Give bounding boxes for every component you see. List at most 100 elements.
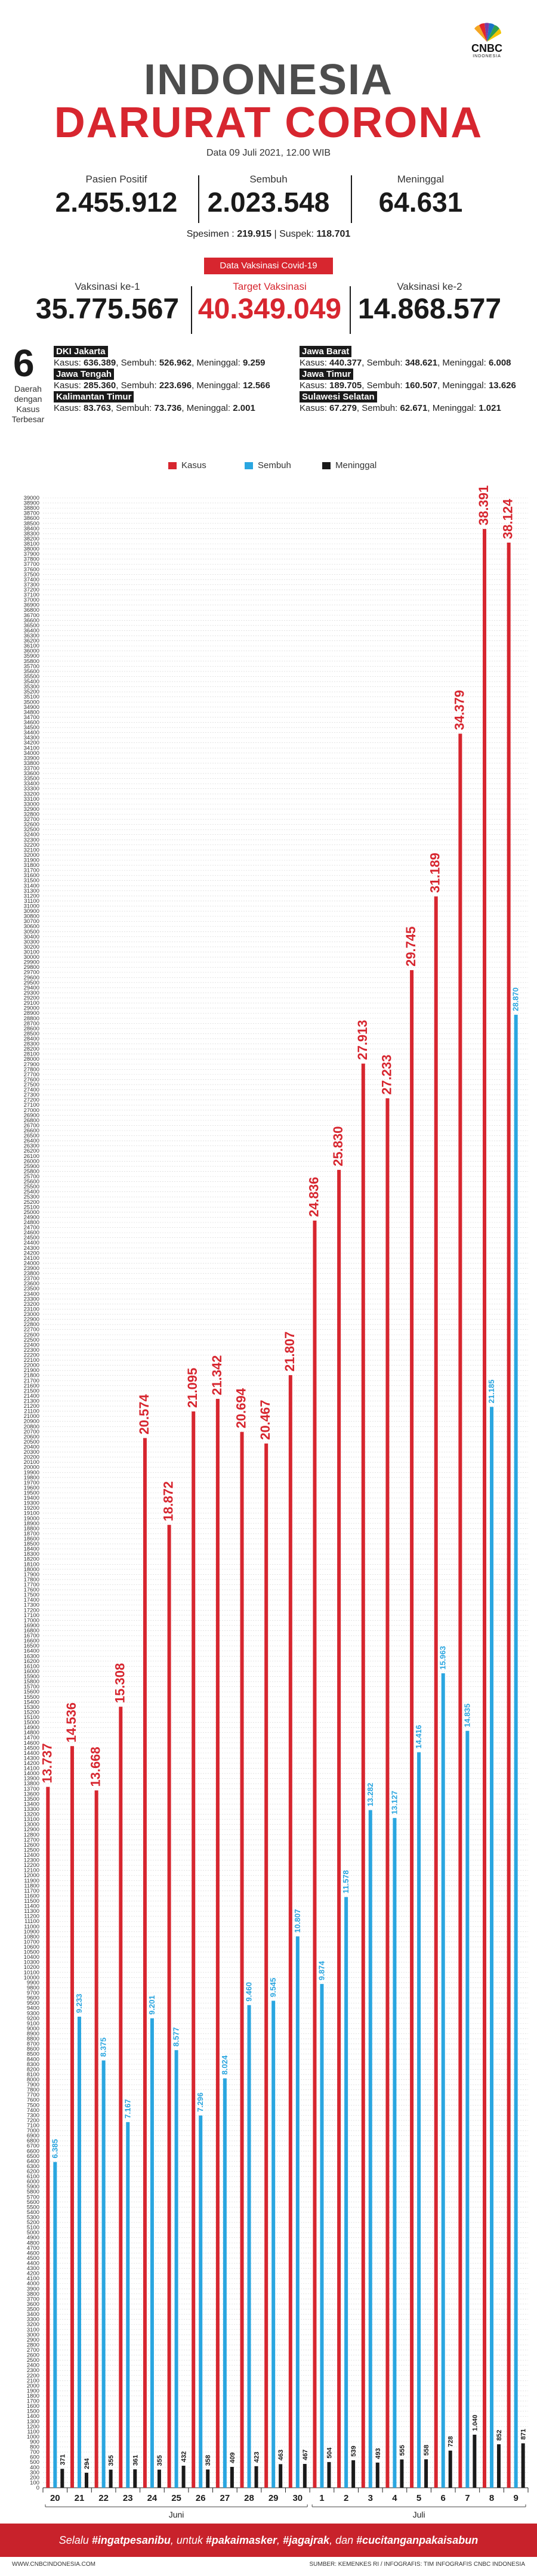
y-tick-label: 8000 xyxy=(27,2076,39,2083)
y-tick-label: 16600 xyxy=(24,1638,39,1645)
y-tick-label: 19100 xyxy=(24,1510,39,1517)
y-tick-label: 36600 xyxy=(24,617,39,624)
stat-label: Pasien Positif xyxy=(85,174,147,185)
y-tick-label: 18900 xyxy=(24,1521,39,1527)
meninggal-value: 12.566 xyxy=(242,380,270,391)
data-label-meninggal: 493 xyxy=(375,2448,382,2459)
y-tick-label: 29400 xyxy=(24,984,39,991)
y-tick-label: 15400 xyxy=(24,1699,39,1705)
bar-meninggal xyxy=(521,2443,525,2488)
y-tick-label: 3900 xyxy=(27,2286,39,2292)
y-tick-label: 3100 xyxy=(27,2327,39,2333)
stat-sembuh: Sembuh 2.023.548 xyxy=(194,173,343,218)
region-item: Kalimantan Timur Kasus: 83.763, Sembuh: 7… xyxy=(54,391,255,414)
region-name: Sulawesi Selatan xyxy=(300,391,377,402)
x-tick-label: 24 xyxy=(147,2493,158,2503)
data-label-meninggal: 423 xyxy=(254,2451,261,2462)
region-caption-line: Terbesar xyxy=(11,414,45,424)
y-tick-label: 25300 xyxy=(24,1194,39,1200)
y-tick-label: 4000 xyxy=(27,2281,39,2287)
y-tick-label: 30800 xyxy=(24,914,39,920)
y-tick-label: 29500 xyxy=(24,980,39,986)
y-tick-label: 33400 xyxy=(24,781,39,787)
y-tick-label: 30700 xyxy=(24,918,39,925)
y-tick-label: 17300 xyxy=(24,1602,39,1609)
data-label-sembuh: 10.807 xyxy=(293,1909,302,1933)
bar-kasus xyxy=(410,970,414,2488)
y-tick-label: 30000 xyxy=(24,954,39,961)
y-tick-label: 28200 xyxy=(24,1046,39,1052)
y-tick-label: 29900 xyxy=(24,959,39,966)
bar-sembuh xyxy=(441,1673,445,2488)
y-tick-label: 6100 xyxy=(27,2174,39,2180)
y-tick-label: 38200 xyxy=(24,535,39,542)
sembuh-value: 160.507 xyxy=(405,380,438,391)
x-tick-label: 8 xyxy=(489,2493,494,2503)
vaccine-target: Target Vaksinasi 40.349.049 xyxy=(192,280,347,326)
bar-kasus xyxy=(434,896,438,2488)
footer-text: , untuk xyxy=(170,2534,206,2546)
divider xyxy=(350,286,351,334)
y-tick-label: 13300 xyxy=(24,1806,39,1813)
y-tick-label: 25500 xyxy=(24,1184,39,1190)
y-tick-label: 38900 xyxy=(24,500,39,507)
y-tick-label: 29200 xyxy=(24,995,39,1002)
y-tick-label: 20200 xyxy=(24,1454,39,1461)
y-tick-label: 38500 xyxy=(24,521,39,527)
vaccine-value: 14.868.577 xyxy=(357,293,502,325)
y-tick-label: 7400 xyxy=(27,2107,39,2114)
y-tick-label: 1500 xyxy=(27,2408,39,2415)
y-tick-label: 9500 xyxy=(27,2000,39,2007)
data-label-sembuh: 13.282 xyxy=(366,1783,375,1807)
bar-kasus xyxy=(337,1169,341,2488)
data-label-meninggal: 558 xyxy=(423,2445,430,2456)
y-tick-label: 19000 xyxy=(24,1515,39,1522)
month-label: Juni xyxy=(169,2510,184,2519)
bar-meninggal xyxy=(473,2435,477,2488)
y-tick-label: 9200 xyxy=(27,2015,39,2022)
region-stats: Kasus: 189.705, Sembuh: 160.507, Meningg… xyxy=(300,380,516,391)
y-tick-label: 100 xyxy=(30,2479,39,2486)
y-tick-label: 34500 xyxy=(24,724,39,731)
region-name: Jawa Tengah xyxy=(54,369,115,380)
bar-kasus xyxy=(288,1375,292,2488)
data-label-kasus: 13.668 xyxy=(88,1747,103,1787)
y-tick-label: 7600 xyxy=(27,2097,39,2104)
y-tick-label: 12300 xyxy=(24,1857,39,1864)
y-tick-label: 36200 xyxy=(24,638,39,645)
legend-item-sembuh: Sembuh xyxy=(245,460,291,470)
y-tick-label: 13100 xyxy=(24,1816,39,1823)
y-tick-label: 700 xyxy=(30,2449,39,2456)
bar-sembuh xyxy=(247,2005,251,2488)
y-tick-label: 10600 xyxy=(24,1944,39,1950)
y-tick-label: 30100 xyxy=(24,949,39,956)
stat-value: 64.631 xyxy=(378,187,463,218)
y-tick-label: 22200 xyxy=(24,1352,39,1358)
legend-label: Kasus xyxy=(181,460,206,470)
y-tick-label: 37200 xyxy=(24,587,39,593)
y-tick-label: 20800 xyxy=(24,1423,39,1430)
y-tick-label: 23400 xyxy=(24,1291,39,1298)
y-tick-label: 10900 xyxy=(24,1928,39,1935)
y-tick-label: 14600 xyxy=(24,1740,39,1747)
x-tick-label: 26 xyxy=(196,2493,206,2503)
kasus-label: Kasus: xyxy=(300,358,327,368)
meninggal-value: 6.008 xyxy=(488,358,511,368)
y-tick-label: 22100 xyxy=(24,1357,39,1364)
meninggal-value: 2.001 xyxy=(233,403,255,413)
data-label-sembuh: 13.127 xyxy=(390,1791,399,1815)
y-tick-label: 30900 xyxy=(24,908,39,915)
x-tick-label: 5 xyxy=(416,2493,421,2503)
y-tick-label: 18300 xyxy=(24,1551,39,1558)
y-tick-label: 29300 xyxy=(24,990,39,996)
y-tick-label: 1700 xyxy=(27,2398,39,2405)
y-tick-label: 26300 xyxy=(24,1143,39,1150)
legend-label: Meninggal xyxy=(335,460,377,470)
y-tick-label: 12600 xyxy=(24,1842,39,1849)
y-tick-label: 18700 xyxy=(24,1531,39,1537)
y-tick-label: 19700 xyxy=(24,1479,39,1486)
y-tick-label: 38600 xyxy=(24,515,39,522)
x-tick-label: 9 xyxy=(514,2493,519,2503)
y-tick-label: 3000 xyxy=(27,2332,39,2338)
y-tick-label: 1000 xyxy=(27,2433,39,2440)
